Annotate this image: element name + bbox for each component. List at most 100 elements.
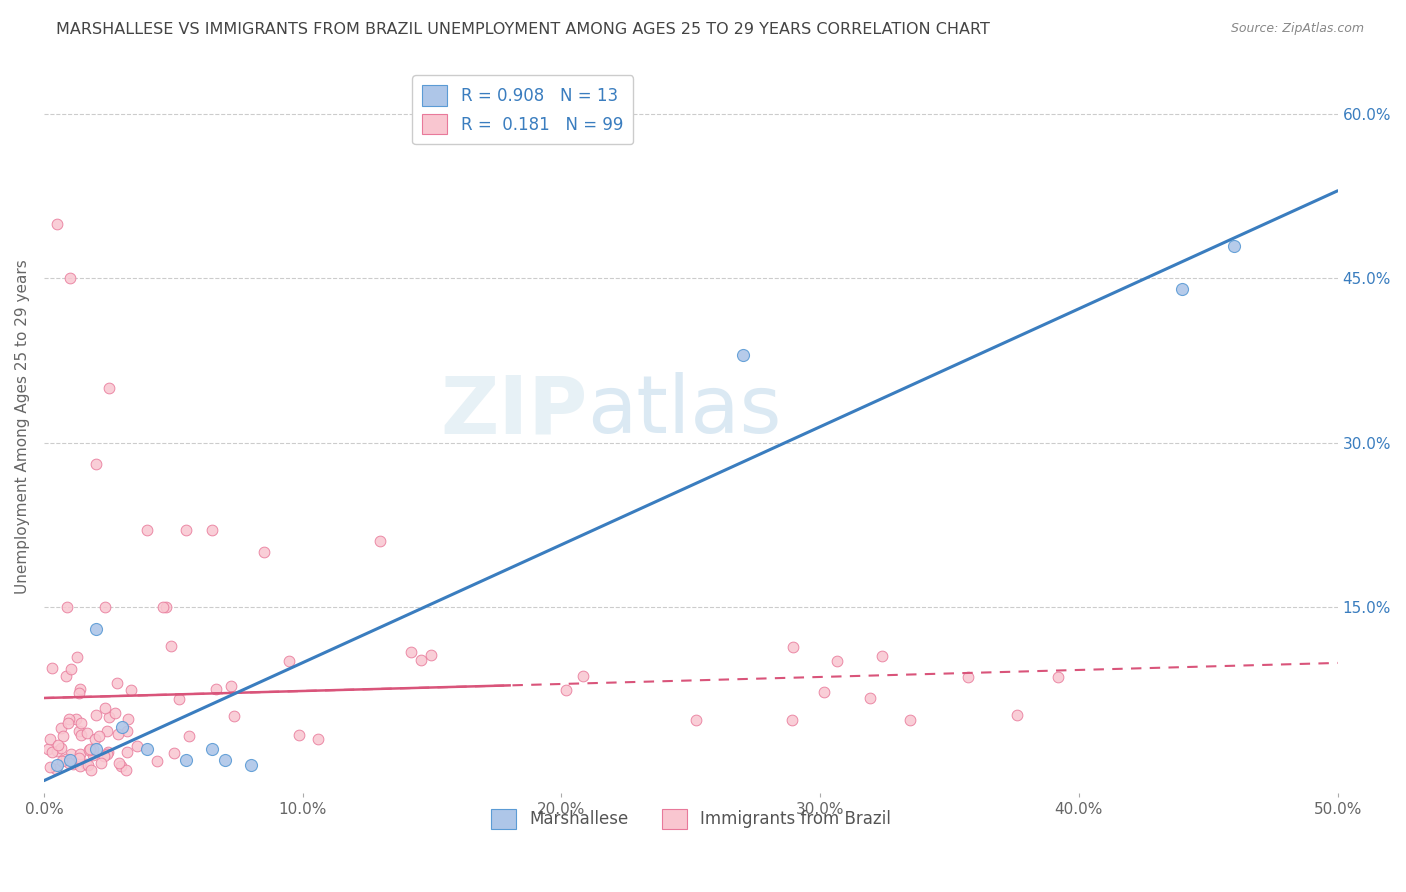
Point bbox=[813, 685, 835, 699]
Point bbox=[70, 728, 93, 742]
Text: ZIP: ZIP bbox=[440, 373, 588, 450]
Point bbox=[685, 713, 707, 727]
Point bbox=[1171, 282, 1194, 296]
Point bbox=[278, 654, 301, 668]
Point bbox=[214, 753, 236, 767]
Point bbox=[87, 729, 110, 743]
Point bbox=[368, 534, 391, 549]
Point bbox=[115, 763, 138, 777]
Point bbox=[66, 650, 89, 665]
Point bbox=[45, 744, 67, 758]
Point bbox=[222, 708, 245, 723]
Point bbox=[84, 707, 107, 722]
Point bbox=[84, 622, 107, 636]
Point bbox=[572, 669, 595, 683]
Point bbox=[58, 756, 80, 770]
Point bbox=[201, 523, 224, 537]
Point bbox=[115, 724, 138, 739]
Point bbox=[77, 742, 100, 756]
Point bbox=[82, 741, 104, 756]
Point bbox=[69, 747, 91, 761]
Point bbox=[825, 654, 848, 668]
Point bbox=[69, 715, 91, 730]
Point bbox=[65, 712, 87, 726]
Point bbox=[219, 680, 242, 694]
Point bbox=[41, 660, 63, 674]
Text: atlas: atlas bbox=[588, 373, 782, 450]
Point bbox=[84, 458, 107, 472]
Point bbox=[204, 681, 226, 696]
Point bbox=[307, 731, 329, 746]
Point bbox=[46, 738, 69, 752]
Point bbox=[554, 682, 576, 697]
Point bbox=[94, 701, 117, 715]
Point bbox=[957, 670, 980, 684]
Point bbox=[174, 753, 197, 767]
Point bbox=[107, 727, 129, 741]
Point bbox=[37, 742, 59, 756]
Point bbox=[1007, 707, 1029, 722]
Point bbox=[39, 732, 62, 747]
Point bbox=[97, 745, 120, 759]
Point bbox=[59, 753, 82, 767]
Point bbox=[898, 713, 921, 727]
Point bbox=[51, 754, 73, 768]
Point bbox=[167, 691, 190, 706]
Point bbox=[84, 742, 107, 756]
Point bbox=[69, 681, 91, 696]
Point bbox=[75, 756, 97, 771]
Point bbox=[96, 747, 118, 761]
Point bbox=[782, 713, 804, 727]
Point bbox=[127, 739, 149, 754]
Point bbox=[67, 686, 90, 700]
Point bbox=[60, 747, 83, 761]
Point bbox=[83, 731, 105, 746]
Point bbox=[782, 640, 804, 655]
Point bbox=[80, 763, 103, 777]
Point bbox=[93, 748, 115, 763]
Text: Source: ZipAtlas.com: Source: ZipAtlas.com bbox=[1230, 22, 1364, 36]
Point bbox=[51, 729, 73, 743]
Point bbox=[174, 523, 197, 537]
Point bbox=[288, 728, 311, 742]
Point bbox=[60, 662, 83, 676]
Point bbox=[239, 758, 262, 772]
Point bbox=[110, 759, 132, 773]
Point bbox=[49, 721, 72, 735]
Point bbox=[110, 720, 132, 734]
Point bbox=[409, 653, 432, 667]
Point bbox=[136, 523, 159, 537]
Y-axis label: Unemployment Among Ages 25 to 29 years: Unemployment Among Ages 25 to 29 years bbox=[15, 259, 30, 593]
Point bbox=[59, 271, 82, 285]
Point bbox=[69, 724, 91, 739]
Point bbox=[45, 758, 67, 772]
Point bbox=[97, 381, 120, 395]
Point bbox=[41, 745, 63, 759]
Point bbox=[159, 639, 181, 653]
Point bbox=[104, 706, 127, 721]
Point bbox=[62, 756, 84, 771]
Point bbox=[146, 754, 169, 768]
Point bbox=[58, 712, 80, 726]
Point bbox=[253, 545, 276, 559]
Point bbox=[870, 648, 893, 663]
Point bbox=[859, 690, 882, 705]
Point bbox=[56, 716, 79, 731]
Point bbox=[201, 742, 224, 756]
Point bbox=[117, 712, 139, 726]
Point bbox=[67, 750, 90, 764]
Text: MARSHALLESE VS IMMIGRANTS FROM BRAZIL UNEMPLOYMENT AMONG AGES 25 TO 29 YEARS COR: MARSHALLESE VS IMMIGRANTS FROM BRAZIL UN… bbox=[56, 22, 990, 37]
Point bbox=[82, 747, 104, 762]
Point bbox=[38, 760, 60, 774]
Point bbox=[94, 599, 117, 614]
Point bbox=[96, 723, 118, 738]
Point bbox=[69, 759, 91, 773]
Point bbox=[177, 729, 200, 743]
Point bbox=[45, 217, 67, 231]
Point bbox=[117, 745, 139, 759]
Point bbox=[419, 648, 441, 662]
Point bbox=[399, 645, 422, 659]
Point bbox=[105, 676, 128, 690]
Point bbox=[1046, 671, 1069, 685]
Point bbox=[90, 756, 112, 770]
